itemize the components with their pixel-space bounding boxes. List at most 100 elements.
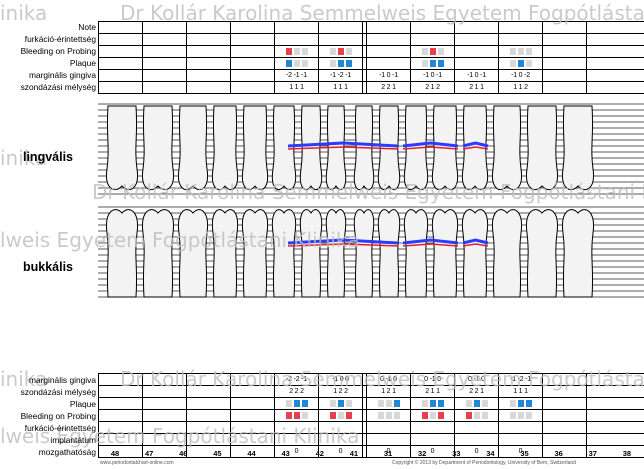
status-square[interactable] bbox=[285, 412, 292, 419]
measure-value[interactable]: 0 bbox=[474, 448, 479, 455]
chart-cell[interactable] bbox=[499, 58, 543, 69]
chart-cell[interactable] bbox=[187, 386, 231, 397]
chart-cell[interactable]: -1 -2 -1 bbox=[499, 374, 543, 385]
status-square[interactable] bbox=[377, 412, 384, 419]
status-square[interactable] bbox=[429, 412, 436, 419]
chart-cell[interactable] bbox=[411, 398, 455, 409]
chart-cell[interactable] bbox=[231, 82, 275, 93]
measure-value[interactable]: 2 2 2 bbox=[289, 388, 304, 395]
status-square[interactable] bbox=[393, 400, 400, 407]
chart-cell[interactable] bbox=[411, 410, 455, 421]
chart-cell[interactable] bbox=[187, 22, 231, 33]
measure-value[interactable]: 0 -1 0 bbox=[468, 376, 485, 383]
chart-cell[interactable] bbox=[187, 58, 231, 69]
status-square[interactable] bbox=[509, 412, 516, 419]
chart-cell[interactable]: -2 -1 -1 bbox=[275, 70, 319, 81]
status-square[interactable] bbox=[465, 400, 472, 407]
status-square[interactable] bbox=[293, 412, 300, 419]
chart-cell[interactable] bbox=[411, 58, 455, 69]
chart-cell[interactable] bbox=[499, 398, 543, 409]
status-square[interactable] bbox=[293, 400, 300, 407]
chart-cell[interactable]: 1 2 2 bbox=[319, 386, 363, 397]
status-square[interactable] bbox=[509, 60, 516, 67]
status-square[interactable] bbox=[385, 412, 392, 419]
chart-cell[interactable] bbox=[99, 386, 143, 397]
chart-cell[interactable] bbox=[543, 58, 587, 69]
chart-cell[interactable] bbox=[99, 82, 143, 93]
chart-cell[interactable] bbox=[543, 82, 587, 93]
status-square[interactable] bbox=[329, 400, 336, 407]
chart-cell[interactable] bbox=[275, 34, 319, 45]
chart-cell[interactable] bbox=[275, 422, 319, 433]
chart-cell[interactable] bbox=[187, 434, 231, 445]
chart-cell[interactable] bbox=[411, 46, 455, 57]
chart-cell[interactable]: 1 2 1 bbox=[367, 386, 411, 397]
chart-cell[interactable] bbox=[187, 398, 231, 409]
chart-cell[interactable] bbox=[99, 446, 143, 457]
status-square[interactable] bbox=[473, 400, 480, 407]
measure-value[interactable]: 0 bbox=[518, 448, 523, 455]
measure-value[interactable]: 0 -1 0 bbox=[424, 376, 441, 383]
chart-cell[interactable] bbox=[275, 22, 319, 33]
measure-value[interactable]: 0 bbox=[430, 448, 435, 455]
status-square[interactable] bbox=[377, 400, 384, 407]
chart-cell[interactable] bbox=[187, 34, 231, 45]
measure-value[interactable]: 1 2 2 bbox=[333, 388, 348, 395]
measure-value[interactable]: 0 bbox=[294, 448, 299, 455]
status-square[interactable] bbox=[329, 48, 336, 55]
status-square[interactable] bbox=[329, 412, 336, 419]
chart-cell[interactable] bbox=[231, 446, 275, 457]
status-square[interactable] bbox=[517, 48, 524, 55]
chart-cell[interactable] bbox=[143, 446, 187, 457]
chart-cell[interactable] bbox=[499, 422, 543, 433]
status-square[interactable] bbox=[517, 400, 524, 407]
chart-cell[interactable] bbox=[275, 398, 319, 409]
chart-cell[interactable] bbox=[99, 34, 143, 45]
chart-cell[interactable] bbox=[319, 34, 363, 45]
chart-cell[interactable] bbox=[411, 434, 455, 445]
measure-value[interactable]: -1 0 -1 bbox=[379, 72, 398, 79]
chart-cell[interactable]: 2 2 1 bbox=[367, 82, 411, 93]
chart-cell[interactable] bbox=[455, 434, 499, 445]
measure-value[interactable]: 2 1 2 bbox=[425, 84, 440, 91]
status-square[interactable] bbox=[525, 412, 532, 419]
chart-cell[interactable] bbox=[143, 82, 187, 93]
chart-cell[interactable] bbox=[99, 46, 143, 57]
status-square[interactable] bbox=[337, 60, 344, 67]
chart-cell[interactable]: 0 bbox=[499, 446, 543, 457]
chart-cell[interactable]: 2 1 2 bbox=[411, 82, 455, 93]
status-square[interactable] bbox=[517, 412, 524, 419]
chart-cell[interactable] bbox=[231, 34, 275, 45]
chart-cell[interactable] bbox=[367, 434, 411, 445]
status-square[interactable] bbox=[301, 48, 308, 55]
chart-cell[interactable] bbox=[543, 22, 587, 33]
chart-cell[interactable] bbox=[143, 58, 187, 69]
measure-value[interactable]: 1 1 1 bbox=[333, 84, 348, 91]
chart-cell[interactable]: 1 1 1 bbox=[275, 82, 319, 93]
chart-cell[interactable] bbox=[543, 446, 587, 457]
status-square[interactable] bbox=[293, 60, 300, 67]
chart-cell[interactable] bbox=[455, 34, 499, 45]
chart-cell[interactable] bbox=[231, 22, 275, 33]
chart-cell[interactable] bbox=[455, 410, 499, 421]
chart-cell[interactable]: -1 0 -1 bbox=[455, 70, 499, 81]
chart-cell[interactable]: 1 1 1 bbox=[499, 386, 543, 397]
chart-cell[interactable] bbox=[231, 422, 275, 433]
status-square[interactable] bbox=[293, 48, 300, 55]
chart-cell[interactable] bbox=[543, 398, 587, 409]
chart-cell[interactable]: -1 0 0 bbox=[319, 374, 363, 385]
chart-cell[interactable]: 0 bbox=[319, 446, 363, 457]
status-square[interactable] bbox=[429, 400, 436, 407]
chart-cell[interactable] bbox=[143, 398, 187, 409]
status-square[interactable] bbox=[525, 48, 532, 55]
chart-cell[interactable] bbox=[231, 70, 275, 81]
status-square[interactable] bbox=[301, 60, 308, 67]
chart-cell[interactable] bbox=[99, 70, 143, 81]
status-square[interactable] bbox=[437, 400, 444, 407]
chart-cell[interactable] bbox=[411, 22, 455, 33]
status-square[interactable] bbox=[429, 60, 436, 67]
chart-cell[interactable] bbox=[319, 22, 363, 33]
chart-cell[interactable]: 2 2 1 bbox=[455, 386, 499, 397]
chart-cell[interactable] bbox=[543, 70, 587, 81]
chart-cell[interactable]: 0 -1 0 bbox=[411, 374, 455, 385]
